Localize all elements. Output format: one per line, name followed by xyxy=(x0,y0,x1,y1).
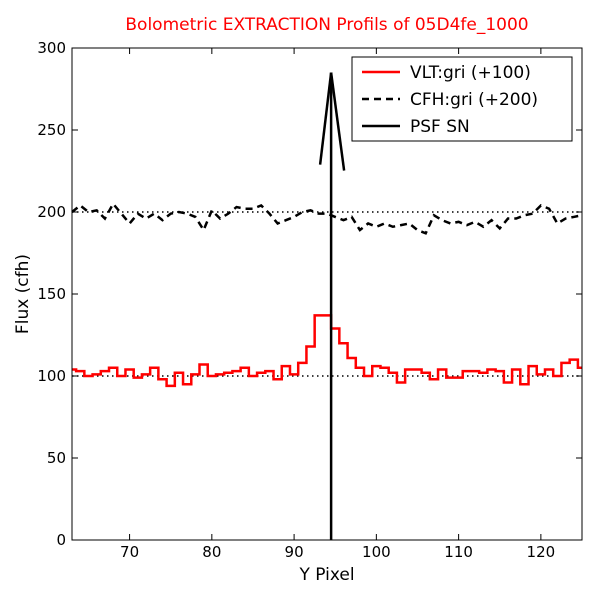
legend: VLT:gri (+100) CFH:gri (+200) PSF SN xyxy=(351,56,573,142)
y-tick-label-100: 100 xyxy=(37,367,66,385)
psf-sn-head-left xyxy=(318,72,333,165)
legend-label-0: VLT:gri (+100) xyxy=(410,63,531,83)
y-tick-label-50: 50 xyxy=(47,449,66,467)
psf-sn-head-right xyxy=(329,72,346,171)
x-tick-label-110: 110 xyxy=(444,543,473,561)
y-axis-label: Flux (cfh) xyxy=(13,254,33,334)
x-tick-label-70: 70 xyxy=(120,543,139,561)
y-tick-label-0: 0 xyxy=(56,531,66,549)
y-tick-label-150: 150 xyxy=(37,285,66,303)
chart-title: Bolometric EXTRACTION Profils of 05D4fe_… xyxy=(125,15,528,35)
x-tick-label-100: 100 xyxy=(362,543,391,561)
x-tick-label-80: 80 xyxy=(202,543,221,561)
x-tick-label-120: 120 xyxy=(527,543,556,561)
plot-area: 70 80 90 100 110 120 0 50 100 150 200 250 300 xyxy=(37,39,583,561)
series-vlt-steps xyxy=(72,314,582,388)
series-cfh-dashed xyxy=(71,201,583,235)
psf-sn-arrow xyxy=(318,72,346,540)
y-tick-label-200: 200 xyxy=(37,203,66,221)
legend-label-2: PSF SN xyxy=(410,117,470,137)
legend-label-1: CFH:gri (+200) xyxy=(410,90,538,110)
y-tick-label-300: 300 xyxy=(37,39,66,57)
x-axis-label: Y Pixel xyxy=(298,565,354,585)
x-tick-label-90: 90 xyxy=(285,543,304,561)
y-tick-label-250: 250 xyxy=(37,121,66,139)
